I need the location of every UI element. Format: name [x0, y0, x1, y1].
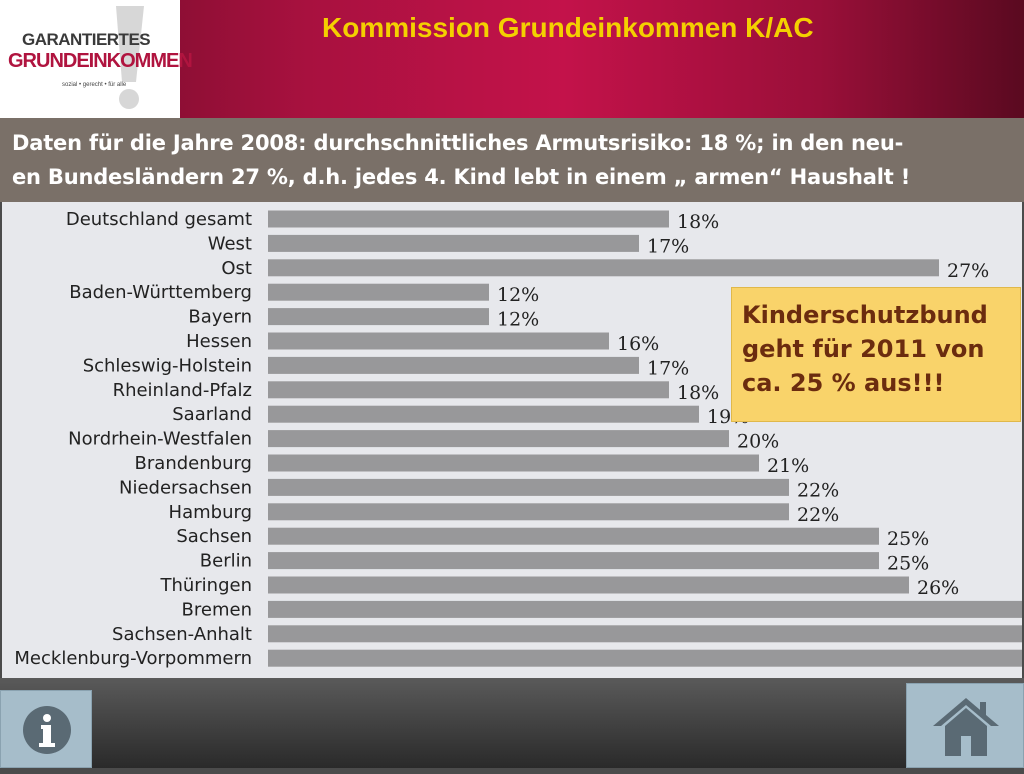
- bar: [268, 405, 699, 423]
- bar: [268, 454, 759, 472]
- note-text: Kinderschutzbund geht für 2011 von ca. 2…: [742, 301, 988, 397]
- bar: [268, 332, 609, 350]
- value-label: 18%: [677, 211, 719, 233]
- category-label: Hamburg: [169, 502, 252, 523]
- subtitle-band: [0, 118, 1024, 202]
- category-label: Bayern: [188, 307, 252, 328]
- value-label: 17%: [647, 235, 689, 257]
- category-label: Nordrhein-Westfalen: [68, 429, 252, 450]
- chart-panel: Deutschland gesamt 18% West 17% Ost 27% Baden-…: [2, 202, 1022, 678]
- category-label: Hessen: [186, 331, 252, 352]
- category-label: Saarland: [172, 404, 252, 425]
- bar: [268, 649, 1022, 667]
- bar-chart: Deutschland gesamt 18% West 17% Ost 27% Baden-…: [14, 209, 1022, 669]
- value-label: 25%: [887, 528, 929, 550]
- subtitle-line-2: en Bundesländern 27 %, d.h. jedes 4. Kin…: [12, 165, 911, 189]
- bar: [268, 478, 789, 496]
- category-label: West: [208, 233, 252, 254]
- bar: [268, 552, 879, 570]
- subtitle: Daten für die Jahre 2008: durchschnittli…: [12, 126, 1017, 194]
- info-icon: [23, 706, 71, 754]
- value-label: 16%: [617, 333, 659, 355]
- bar: [268, 210, 669, 228]
- category-label: Baden-Württemberg: [69, 282, 252, 303]
- category-label: Rheinland-Pfalz: [113, 380, 252, 401]
- value-label: 26%: [917, 577, 959, 599]
- logo-tagline: sozial • gerecht • für alle: [62, 82, 127, 88]
- category-label: Deutschland gesamt: [66, 209, 252, 230]
- value-label: 22%: [797, 504, 839, 526]
- logo-text-line2: GRUNDEINKOMMEN: [8, 50, 193, 72]
- bar: [268, 527, 879, 545]
- bar: [268, 430, 729, 448]
- note-box: Kinderschutzbund geht für 2011 von ca. 2…: [731, 287, 1021, 422]
- value-label: 12%: [497, 309, 539, 331]
- bar: [268, 356, 639, 374]
- page-title: Kommission Grundeinkommen K/AC: [322, 12, 814, 43]
- bar: [268, 600, 1022, 618]
- category-label: Bremen: [182, 599, 252, 620]
- bar: [268, 625, 1022, 643]
- category-label: Sachsen: [176, 526, 252, 547]
- value-label: 21%: [767, 455, 809, 477]
- category-label: Ost: [221, 258, 252, 279]
- value-label: 17%: [647, 357, 689, 379]
- value-label: 27%: [947, 260, 989, 282]
- category-label: Niedersachsen: [119, 477, 252, 498]
- value-label: 22%: [797, 479, 839, 501]
- logo: GARANTIERTES GRUNDEINKOMMEN sozial • ger…: [0, 0, 193, 118]
- bar: [268, 308, 489, 326]
- bar: [268, 259, 939, 277]
- category-label: Thüringen: [159, 575, 252, 596]
- exclamation-mark-icon: [116, 6, 144, 109]
- category-label: Mecklenburg-Vorpommern: [14, 648, 252, 669]
- category-label: Schleswig-Holstein: [83, 355, 252, 376]
- category-label: Brandenburg: [135, 453, 252, 474]
- home-icon: [933, 698, 999, 756]
- subtitle-line-1: Daten für die Jahre 2008: durchschnittli…: [12, 131, 904, 155]
- value-label: 25%: [887, 553, 929, 575]
- home-button[interactable]: [906, 683, 1024, 768]
- footer-bar: [0, 678, 1024, 768]
- bar: [268, 381, 669, 399]
- bar: [268, 234, 639, 252]
- value-label: 18%: [677, 382, 719, 404]
- value-label: 20%: [737, 431, 779, 453]
- value-label: 12%: [497, 284, 539, 306]
- category-label: Berlin: [200, 551, 252, 572]
- bar: [268, 503, 789, 521]
- bar: [268, 576, 909, 594]
- info-button[interactable]: [0, 690, 92, 768]
- category-label: Sachsen-Anhalt: [112, 624, 252, 645]
- bar: [268, 283, 489, 301]
- logo-text-line1: GARANTIERTES: [22, 30, 151, 49]
